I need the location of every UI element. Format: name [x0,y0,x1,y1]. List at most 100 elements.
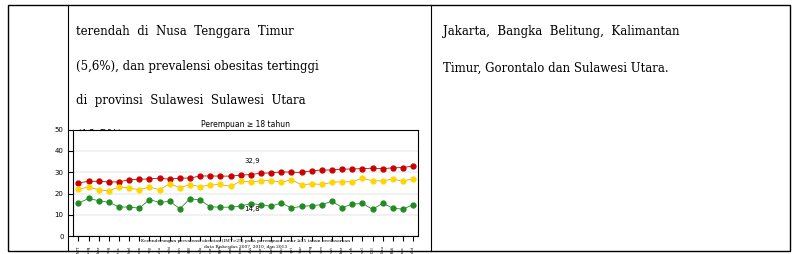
Point [255,171,267,175]
Point [82,196,95,200]
Point [306,169,318,173]
Point [397,179,409,183]
Text: Timur, Gorontalo dan Sulawesi Utara.: Timur, Gorontalo dan Sulawesi Utara. [443,62,669,75]
Point [356,201,369,205]
Point [102,180,115,184]
Text: Gambar 3.14.19: Gambar 3.14.19 [224,232,267,237]
Point [356,167,369,171]
Point [102,200,115,204]
Point [173,207,186,211]
Point [224,174,237,178]
Point [326,168,338,172]
Point [346,167,358,171]
Point [295,204,308,208]
Title: Perempuan ≥ 18 tahun: Perempuan ≥ 18 tahun [201,120,290,129]
Point [377,179,389,183]
Point [244,172,257,177]
Point [386,166,399,170]
Point [386,206,399,210]
Point [164,199,176,203]
Text: 14,8: 14,8 [244,206,259,212]
Point [397,207,409,211]
Point [255,203,267,207]
Point [244,180,257,184]
Text: Kecenderungan prevalensi obesitas (IMT>25) pada perempuan umur ≥15 tahun berdasa: Kecenderungan prevalensi obesitas (IMT>2… [141,239,350,243]
Point [407,177,420,181]
Point [164,177,176,181]
Point [93,199,105,203]
Point [265,179,278,183]
Point [113,185,125,189]
Point [102,189,115,193]
Point [306,182,318,186]
Point [386,177,399,181]
Point [93,179,105,183]
Point [123,186,136,190]
Point [214,205,227,209]
Point [143,185,156,189]
Point [184,176,196,180]
Point [204,174,217,178]
Point [285,206,298,210]
Point [143,198,156,202]
Point [235,179,247,183]
Point [133,188,146,192]
Point [173,176,186,180]
Point [275,180,287,184]
Point [366,207,379,211]
Point [377,201,389,205]
Point [204,205,217,209]
Text: 32,9: 32,9 [244,158,259,164]
Point [113,180,125,184]
Point [366,166,379,170]
Point [285,178,298,182]
Point [82,179,95,183]
Text: (5,6%), dan prevalensi obesitas tertinggi: (5,6%), dan prevalensi obesitas tertingg… [76,60,318,73]
Point [356,176,369,180]
Point [265,171,278,175]
Point [235,173,247,177]
Point [275,201,287,205]
Point [72,201,85,205]
Point [133,177,146,181]
Point [72,181,85,185]
Point [377,167,389,171]
Point [72,187,85,191]
Point [255,179,267,183]
Text: (19,5%).: (19,5%). [76,128,126,141]
Point [315,168,328,172]
Point [164,182,176,186]
Point [397,166,409,170]
Point [295,170,308,174]
Text: Jakarta,  Bangka  Belitung,  Kalimantan: Jakarta, Bangka Belitung, Kalimantan [443,25,679,38]
Point [306,204,318,208]
Point [153,188,166,192]
Point [326,180,338,184]
Point [82,185,95,189]
Point [224,184,237,188]
Point [184,197,196,201]
Point [336,180,349,184]
Text: di  provinsi  Sulawesi  Sulawesi  Utara: di provinsi Sulawesi Sulawesi Utara [76,94,306,107]
Point [346,180,358,184]
Point [133,206,146,210]
Point [295,183,308,187]
Point [407,203,420,207]
Point [336,167,349,171]
Point [123,205,136,209]
Text: data Riskesdas 2007, 2010, dan 2013: data Riskesdas 2007, 2010, dan 2013 [204,244,287,248]
Point [194,198,207,202]
Point [326,199,338,203]
Point [143,177,156,181]
Point [366,179,379,183]
Point [275,170,287,174]
Point [153,176,166,180]
Point [315,182,328,186]
Point [123,178,136,182]
Point [214,182,227,186]
Point [204,183,217,187]
Text: terendah  di  Nusa  Tenggara  Timur: terendah di Nusa Tenggara Timur [76,25,294,38]
Point [407,164,420,168]
Point [244,202,257,206]
Point [184,183,196,187]
